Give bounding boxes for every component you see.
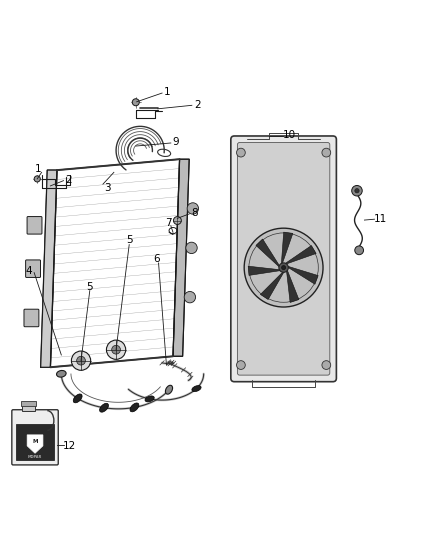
Text: 11: 11: [374, 214, 387, 224]
Text: 7: 7: [165, 217, 172, 228]
FancyBboxPatch shape: [27, 216, 42, 234]
FancyBboxPatch shape: [25, 260, 40, 278]
Text: 1: 1: [164, 87, 171, 97]
Polygon shape: [27, 435, 43, 453]
Text: 1: 1: [35, 164, 42, 174]
Text: 4: 4: [25, 266, 32, 276]
Circle shape: [184, 292, 195, 303]
Circle shape: [355, 189, 359, 193]
Circle shape: [34, 176, 40, 182]
Text: 6: 6: [153, 254, 160, 264]
Circle shape: [186, 242, 197, 254]
Circle shape: [322, 361, 331, 369]
Text: 9: 9: [173, 137, 180, 147]
Circle shape: [279, 263, 288, 272]
Circle shape: [71, 351, 91, 370]
Text: MOPAR: MOPAR: [28, 455, 42, 459]
Text: 2: 2: [65, 175, 72, 185]
Text: 10: 10: [283, 130, 296, 140]
Bar: [21, 401, 36, 406]
Polygon shape: [286, 246, 316, 264]
Polygon shape: [281, 232, 293, 263]
Ellipse shape: [99, 403, 109, 412]
Text: 3: 3: [104, 183, 111, 192]
Circle shape: [187, 203, 198, 214]
Bar: [22, 405, 35, 411]
Text: 5: 5: [126, 235, 133, 245]
Ellipse shape: [192, 385, 201, 392]
Circle shape: [173, 216, 181, 224]
Text: 2: 2: [194, 100, 201, 110]
Circle shape: [355, 246, 364, 255]
Circle shape: [244, 228, 323, 307]
Polygon shape: [248, 266, 280, 276]
Bar: [16, 424, 54, 460]
Circle shape: [106, 340, 126, 359]
Text: 8: 8: [191, 208, 198, 218]
Text: 12: 12: [63, 441, 76, 451]
Circle shape: [77, 356, 85, 365]
Ellipse shape: [166, 385, 173, 394]
Ellipse shape: [145, 396, 154, 402]
Polygon shape: [173, 159, 189, 356]
Ellipse shape: [57, 370, 66, 377]
FancyBboxPatch shape: [237, 142, 330, 375]
Circle shape: [282, 265, 286, 270]
FancyBboxPatch shape: [24, 309, 39, 327]
Ellipse shape: [73, 394, 82, 403]
Circle shape: [132, 99, 139, 106]
Polygon shape: [41, 170, 57, 367]
FancyBboxPatch shape: [231, 136, 336, 382]
Polygon shape: [261, 272, 284, 300]
Polygon shape: [288, 266, 318, 284]
Text: 5: 5: [86, 282, 93, 292]
Text: M: M: [32, 439, 38, 445]
Ellipse shape: [130, 403, 139, 412]
Circle shape: [237, 148, 245, 157]
Circle shape: [322, 148, 331, 157]
Polygon shape: [286, 270, 299, 302]
Circle shape: [352, 185, 362, 196]
Polygon shape: [256, 239, 279, 266]
Circle shape: [237, 361, 245, 369]
FancyBboxPatch shape: [12, 410, 58, 465]
Circle shape: [112, 345, 120, 354]
